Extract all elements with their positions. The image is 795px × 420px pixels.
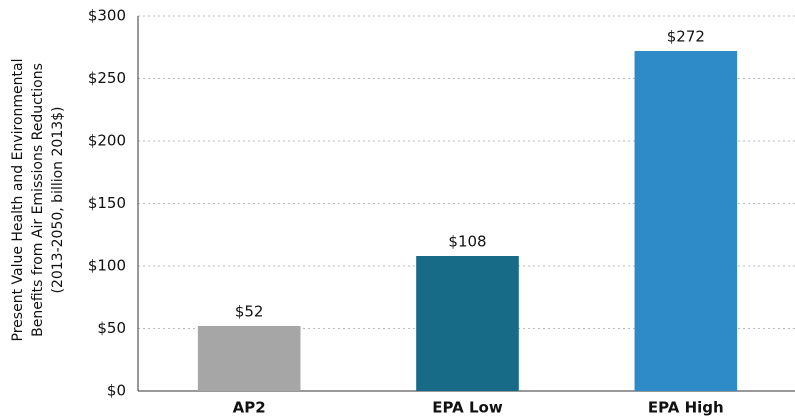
x-tick-label: EPA High — [648, 399, 724, 417]
data-label: $52 — [235, 303, 264, 321]
y-tick-label: $200 — [88, 132, 126, 150]
y-tick-label: $0 — [107, 382, 126, 400]
y-axis-title-line: Benefits from Air Emissions Reductions — [30, 63, 46, 337]
y-axis-title-line: Present Value Health and Environmental — [10, 59, 26, 342]
y-axis-title: Present Value Health and Environmental B… — [10, 59, 66, 342]
y-tick-label: $50 — [97, 319, 126, 337]
bar — [197, 326, 301, 391]
bar — [634, 51, 738, 391]
y-tick-label: $100 — [88, 257, 126, 275]
x-tick-label: AP2 — [233, 399, 266, 417]
y-axis-title-line: (2013-2050, billion 2013$) — [50, 106, 66, 293]
x-tick-label: EPA Low — [432, 399, 503, 417]
y-tick-label: $300 — [88, 7, 126, 25]
y-tick-label: $250 — [88, 69, 126, 87]
data-label: $272 — [667, 28, 705, 46]
y-tick-label: $150 — [88, 194, 126, 212]
data-label: $108 — [448, 233, 486, 251]
bar — [416, 256, 519, 391]
